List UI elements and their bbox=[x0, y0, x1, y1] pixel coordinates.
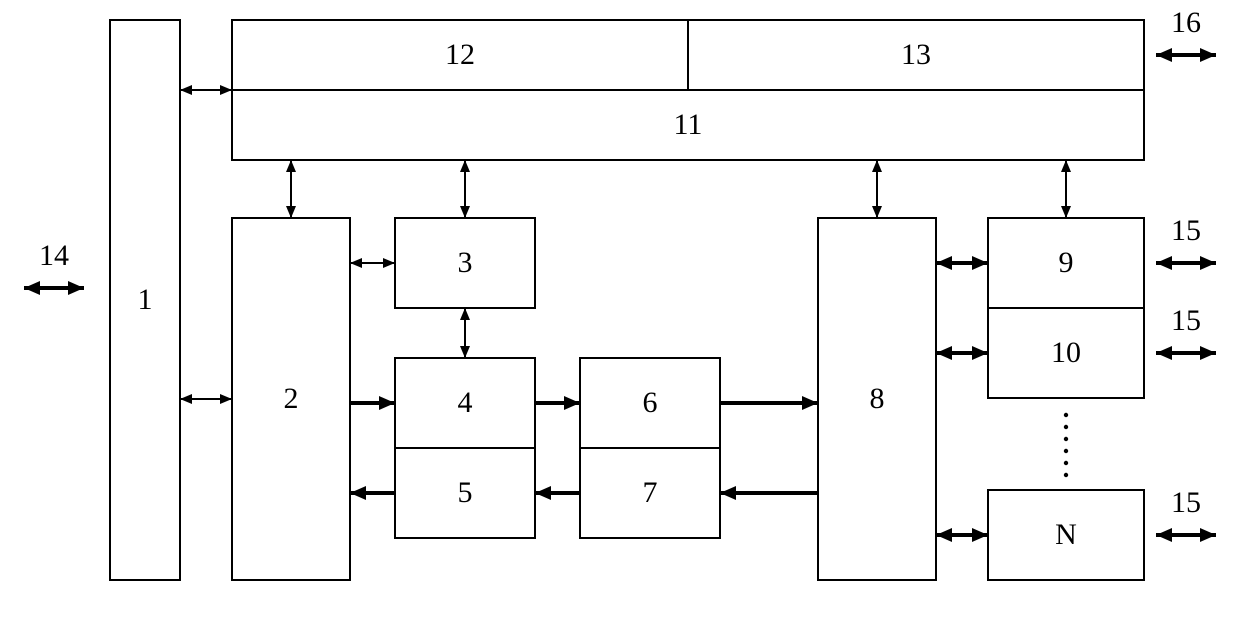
block-13: 13 bbox=[688, 20, 1144, 90]
block-2: 2 bbox=[232, 218, 350, 580]
ext-label: 16 bbox=[1171, 6, 1201, 39]
block-11: 11 bbox=[232, 90, 1144, 160]
block-6: 6 bbox=[580, 358, 720, 448]
block-n: N bbox=[988, 490, 1144, 580]
block-label: 6 bbox=[643, 386, 658, 419]
block-diagram: 11213112345678910N1416151515 bbox=[0, 0, 1240, 618]
ext-label: 15 bbox=[1171, 486, 1201, 519]
ext-label: 15 bbox=[1171, 304, 1201, 337]
block-10: 10 bbox=[988, 308, 1144, 398]
block-label: 8 bbox=[870, 382, 885, 415]
ext-label: 14 bbox=[39, 239, 69, 272]
vertical-ellipsis bbox=[1064, 413, 1068, 477]
block-3: 3 bbox=[395, 218, 535, 308]
block-7: 7 bbox=[580, 448, 720, 538]
block-12: 12 bbox=[232, 20, 688, 90]
ext-label: 15 bbox=[1171, 214, 1201, 247]
block-label: 12 bbox=[445, 38, 475, 71]
block-label: 1 bbox=[138, 283, 153, 316]
block-label: 10 bbox=[1051, 336, 1081, 369]
block-5: 5 bbox=[395, 448, 535, 538]
block-label: 9 bbox=[1059, 246, 1074, 279]
block-4: 4 bbox=[395, 358, 535, 448]
block-label: 7 bbox=[643, 476, 658, 509]
block-label: 11 bbox=[674, 108, 703, 141]
block-8: 8 bbox=[818, 218, 936, 580]
block-label: N bbox=[1055, 518, 1077, 551]
block-label: 4 bbox=[458, 386, 473, 419]
block-label: 3 bbox=[458, 246, 473, 279]
block-1: 1 bbox=[110, 20, 180, 580]
block-9: 9 bbox=[988, 218, 1144, 308]
block-label: 13 bbox=[901, 38, 931, 71]
block-label: 5 bbox=[458, 476, 473, 509]
block-label: 2 bbox=[284, 382, 299, 415]
